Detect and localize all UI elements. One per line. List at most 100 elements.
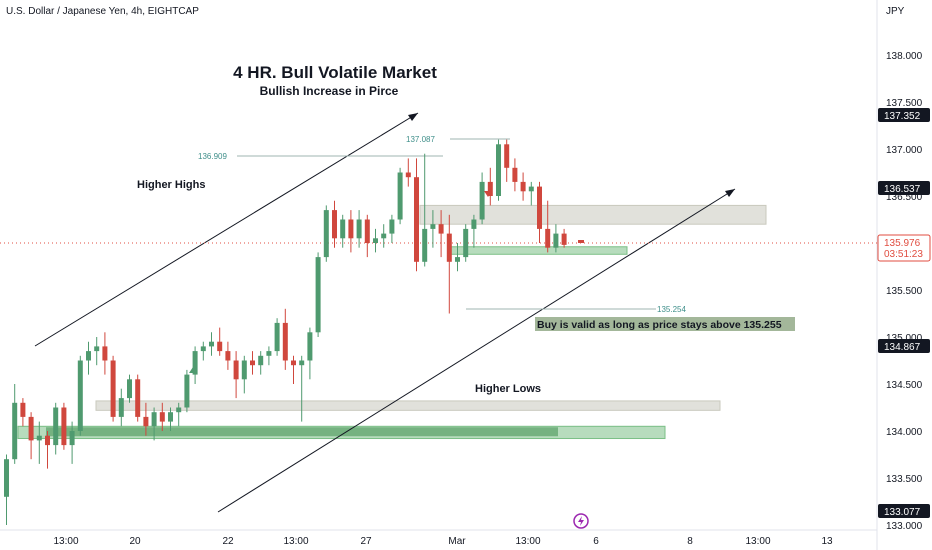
candle-body xyxy=(4,459,9,497)
candle-body xyxy=(487,181,493,196)
candle-body xyxy=(258,355,264,366)
time-tick-label: Mar xyxy=(448,536,466,547)
candle-body xyxy=(209,341,214,347)
candle-body xyxy=(45,435,50,446)
candle xyxy=(545,200,551,253)
candle xyxy=(299,355,305,422)
price-tick-label: 135.000 xyxy=(886,333,923,344)
candle xyxy=(282,308,288,370)
candle xyxy=(323,205,329,262)
candle-body xyxy=(520,181,526,192)
candle-body xyxy=(315,257,321,333)
candle-body xyxy=(455,257,460,262)
candle-body xyxy=(184,374,190,408)
candle-body xyxy=(241,360,247,380)
trend-lines xyxy=(34,112,736,513)
candle-body xyxy=(405,172,411,178)
candle xyxy=(332,200,337,248)
price-axis[interactable]: 133.000 133.500 134.000 134.500 135.000 135.5… xyxy=(886,51,923,532)
candle-body xyxy=(274,322,280,352)
candle-body xyxy=(537,186,542,229)
candle-body xyxy=(28,416,34,441)
badge-level-b xyxy=(878,181,930,195)
badge-level-c xyxy=(878,339,930,353)
candle xyxy=(217,327,223,356)
time-tick-label: 13:00 xyxy=(515,536,540,547)
candle xyxy=(487,167,493,206)
candle-body xyxy=(36,435,42,441)
zone-support xyxy=(449,246,628,255)
candle xyxy=(405,158,411,187)
candle-body xyxy=(553,233,559,248)
candle xyxy=(381,224,387,248)
candle xyxy=(479,172,485,225)
candle xyxy=(200,341,206,361)
candle xyxy=(135,374,141,422)
zone-higher-lows xyxy=(95,400,721,411)
price-tick-label: 134.000 xyxy=(886,427,923,438)
time-tick-label: 20 xyxy=(129,536,141,547)
price-tick-label: 134.500 xyxy=(886,380,923,391)
price-tick-label: 138.000 xyxy=(886,51,923,62)
candle-body xyxy=(233,360,239,380)
candle xyxy=(438,210,444,258)
candle xyxy=(422,153,428,267)
candle xyxy=(348,210,354,253)
candle xyxy=(110,355,116,422)
candle xyxy=(61,402,67,450)
badge-countdown-text: 03:51:23 xyxy=(884,249,923,260)
candle xyxy=(118,388,124,427)
badge-current-price xyxy=(877,234,931,262)
candle xyxy=(446,214,452,314)
price-markers: 136.909 137.087 135.254 xyxy=(198,135,686,314)
upper-trend-arrowhead xyxy=(408,113,418,121)
candle xyxy=(12,384,18,464)
candle xyxy=(225,341,231,370)
candle-body xyxy=(266,351,272,356)
candle-body xyxy=(69,431,75,446)
candle-body xyxy=(299,360,305,366)
zones-layer xyxy=(17,204,767,440)
candle-body xyxy=(348,219,354,239)
lightning-icon[interactable] xyxy=(573,513,589,529)
time-tick-label: 13:00 xyxy=(283,536,308,547)
candle-body xyxy=(446,233,452,262)
time-axis[interactable]: 13:00 20 22 13:00 27 Mar 13:00 6 8 13:00 13 xyxy=(53,536,833,547)
candle xyxy=(143,402,149,436)
candle xyxy=(233,351,239,399)
candle-body xyxy=(86,351,91,361)
price-tick-label: 137.500 xyxy=(886,98,923,109)
candle xyxy=(250,351,255,375)
candle xyxy=(364,214,370,258)
badge-level-b-text: 136.537 xyxy=(884,184,921,195)
candle xyxy=(430,210,436,248)
candle-body xyxy=(364,219,370,243)
candle-body xyxy=(291,360,296,366)
candle-body xyxy=(545,228,551,248)
candle xyxy=(86,341,91,375)
candle-body xyxy=(143,416,149,427)
candle-body xyxy=(127,379,132,399)
candle xyxy=(463,224,469,262)
candle xyxy=(512,158,518,192)
price-tick-label: 137.000 xyxy=(886,145,923,156)
currency-label: JPY xyxy=(886,6,905,17)
candle xyxy=(69,421,75,464)
candle-body xyxy=(77,360,83,431)
candle-body xyxy=(332,210,337,239)
candle-body xyxy=(217,341,223,352)
badge-level-a xyxy=(878,108,930,122)
higher-highs-label: Higher Highs xyxy=(137,179,205,191)
candle xyxy=(209,332,214,356)
candle xyxy=(266,346,272,366)
candle xyxy=(537,181,542,243)
price-tick-label: 135.500 xyxy=(886,286,923,297)
candle xyxy=(258,351,264,375)
candle-body xyxy=(397,172,403,220)
time-tick-label: 13 xyxy=(821,536,833,547)
time-tick-label: 27 xyxy=(360,536,372,547)
candle-body xyxy=(12,402,18,460)
candle xyxy=(4,454,9,525)
candle xyxy=(184,369,190,413)
